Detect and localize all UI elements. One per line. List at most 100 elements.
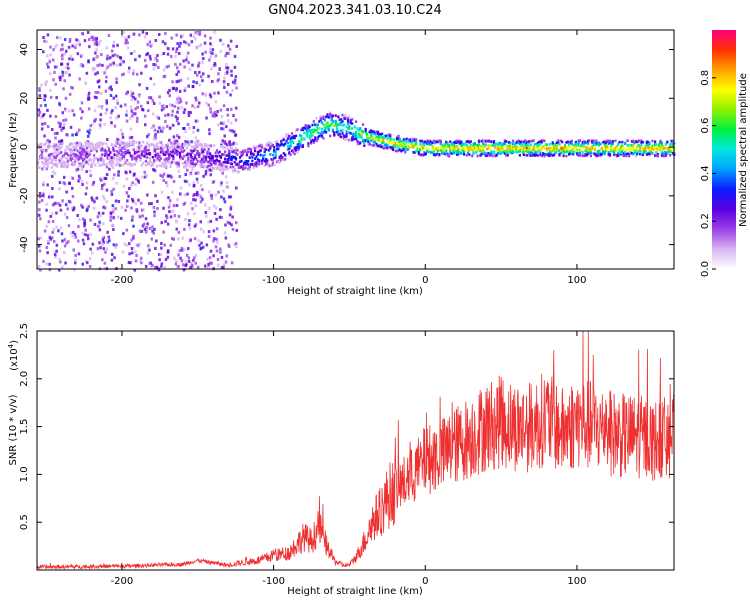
heat-cell bbox=[198, 30, 202, 34]
heat-cell bbox=[180, 246, 184, 250]
heat-cell bbox=[40, 116, 43, 120]
heat-cell bbox=[159, 150, 163, 154]
heat-cell bbox=[497, 143, 500, 146]
heat-cell bbox=[158, 155, 161, 158]
heat-cell bbox=[406, 144, 410, 148]
heat-cell bbox=[300, 145, 303, 149]
heat-cell bbox=[175, 88, 178, 92]
heat-cell bbox=[117, 200, 121, 203]
heat-cell bbox=[73, 158, 77, 162]
heat-cell bbox=[648, 142, 651, 145]
heat-cell bbox=[288, 147, 291, 151]
heat-cell bbox=[166, 144, 169, 148]
heat-cell bbox=[520, 140, 523, 144]
heat-cell bbox=[172, 209, 175, 213]
heat-cell bbox=[55, 43, 58, 47]
heat-cell bbox=[637, 150, 640, 154]
heat-cell bbox=[49, 72, 52, 76]
heat-cell bbox=[209, 161, 212, 164]
heat-cell bbox=[176, 153, 179, 157]
heat-cell bbox=[644, 147, 647, 150]
heat-cell bbox=[183, 144, 186, 147]
heat-cell bbox=[426, 142, 429, 145]
y-tick-label: -40 bbox=[19, 236, 30, 252]
heat-cell bbox=[486, 152, 489, 155]
heat-cell bbox=[208, 168, 211, 172]
heat-cell bbox=[400, 139, 403, 143]
heat-cell bbox=[419, 148, 422, 151]
heat-cell bbox=[59, 48, 63, 52]
heat-cell bbox=[176, 116, 179, 120]
heat-cell bbox=[473, 148, 476, 151]
heat-cell bbox=[389, 135, 392, 138]
heat-cell bbox=[183, 108, 187, 112]
heat-cell bbox=[78, 176, 81, 180]
heat-cell bbox=[417, 146, 420, 150]
heat-cell bbox=[602, 140, 605, 144]
heat-cell bbox=[151, 180, 155, 184]
heat-cell bbox=[174, 62, 177, 66]
heat-cell bbox=[548, 147, 552, 150]
heat-cell bbox=[65, 49, 68, 53]
heat-cell bbox=[131, 199, 135, 203]
heat-cell bbox=[316, 126, 319, 130]
colorbar-ticks: 0.00.20.40.60.8 bbox=[700, 70, 716, 277]
heat-cell bbox=[132, 224, 135, 228]
heat-cell bbox=[142, 162, 145, 165]
snr-y-axis-label: SNR (10 * v/v) bbox=[8, 394, 19, 465]
heat-cell bbox=[48, 60, 52, 64]
heat-cell bbox=[178, 175, 181, 178]
heat-cell bbox=[101, 163, 104, 167]
heat-cell bbox=[173, 256, 176, 260]
heat-cell bbox=[59, 75, 63, 79]
heat-cell bbox=[143, 227, 147, 231]
heat-cell bbox=[215, 113, 218, 117]
heat-cell bbox=[111, 223, 114, 227]
heat-cell bbox=[48, 262, 51, 266]
heat-cell bbox=[559, 139, 562, 143]
heat-cell bbox=[68, 38, 72, 41]
heat-cell bbox=[544, 145, 547, 149]
heat-cell bbox=[621, 140, 624, 144]
heat-cell bbox=[368, 137, 371, 140]
heat-cell bbox=[138, 154, 141, 157]
heat-cell bbox=[576, 152, 579, 155]
heat-cell bbox=[175, 100, 178, 104]
heat-cell bbox=[103, 152, 107, 156]
snr-line bbox=[36, 330, 675, 571]
heat-cell bbox=[75, 147, 78, 151]
heat-cell bbox=[322, 123, 325, 126]
heat-cell bbox=[667, 146, 670, 150]
heat-cell bbox=[581, 141, 584, 144]
heat-cell bbox=[91, 146, 94, 149]
heat-cell bbox=[85, 186, 89, 190]
heat-cell bbox=[419, 139, 422, 143]
heat-cell bbox=[151, 143, 154, 146]
heat-cell bbox=[585, 150, 588, 154]
heat-cell bbox=[119, 56, 122, 60]
heat-cell bbox=[87, 154, 90, 157]
heat-cell bbox=[503, 142, 506, 145]
heat-cell bbox=[456, 153, 459, 156]
heat-cell bbox=[375, 145, 378, 148]
heat-cell bbox=[614, 149, 617, 153]
heat-cell bbox=[337, 133, 340, 136]
heat-cell bbox=[129, 261, 132, 265]
heat-cell bbox=[219, 168, 223, 172]
heat-cell bbox=[349, 139, 352, 142]
heat-cell bbox=[118, 143, 122, 147]
heat-cell bbox=[251, 163, 254, 166]
heat-cell bbox=[154, 146, 157, 149]
heat-cell bbox=[228, 152, 231, 156]
heat-cell bbox=[87, 162, 90, 166]
heat-cell bbox=[518, 140, 521, 144]
heat-cell bbox=[290, 139, 294, 143]
heat-cell bbox=[173, 105, 177, 108]
heat-cell bbox=[163, 74, 167, 78]
heat-cell bbox=[269, 164, 272, 168]
heat-cell bbox=[502, 142, 505, 145]
heat-cell bbox=[584, 149, 587, 153]
heat-cell bbox=[77, 179, 80, 183]
heat-cell bbox=[116, 54, 120, 58]
